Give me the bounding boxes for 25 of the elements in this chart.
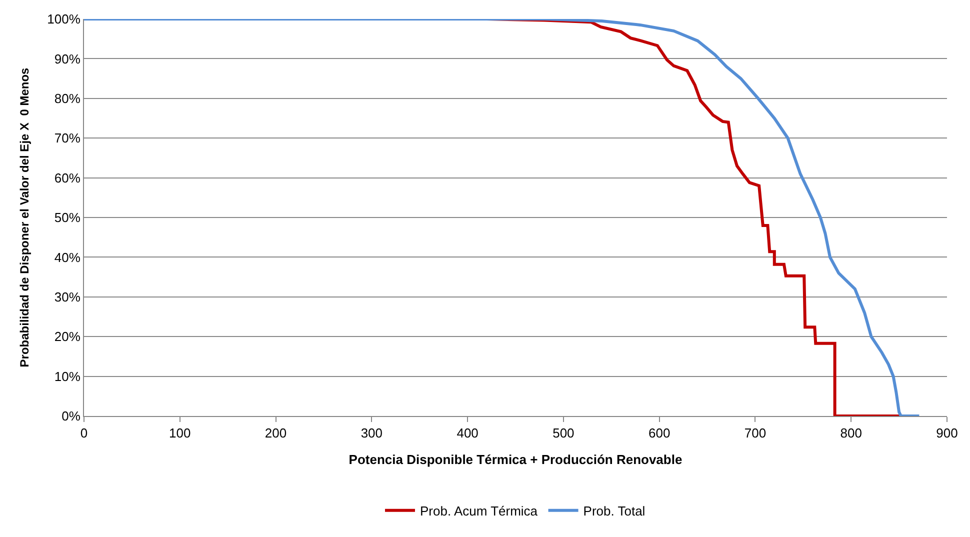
x-tick-label: 0 — [80, 426, 88, 441]
x-tick-label: 900 — [936, 426, 958, 441]
y-tick-label: 40% — [54, 250, 81, 265]
x-tick-label: 200 — [264, 426, 287, 441]
legend-label: Prob. Total — [583, 503, 646, 518]
x-axis-title: Potencia Disponible Térmica + Producción Renovable — [348, 452, 682, 468]
y-tick-label: 100% — [47, 12, 81, 27]
y-tick-label: 30% — [54, 289, 81, 304]
x-tick-label: 100 — [169, 426, 191, 441]
y-axis-title: Probabilidad de Disponer el Valor del Eje X 0 Menos — [17, 67, 32, 368]
x-tick-label: 800 — [840, 426, 862, 441]
y-tick-label: 80% — [54, 90, 81, 106]
x-tick-label: 600 — [648, 426, 670, 441]
y-tick-label: 90% — [54, 51, 81, 66]
x-tick-label: 500 — [552, 426, 574, 441]
y-tick-label: 10% — [54, 368, 81, 384]
y-tick-label: 60% — [54, 170, 81, 186]
y-tick-label: 0% — [62, 408, 81, 424]
y-tick-label: 50% — [54, 210, 81, 226]
y-tick-label: 20% — [54, 329, 81, 344]
x-tick-label: 300 — [360, 426, 383, 441]
x-tick-label: 400 — [456, 426, 478, 441]
legend-label: Prob. Acum Térmica — [420, 503, 538, 518]
x-tick-label: 700 — [744, 426, 766, 441]
y-tick-label: 70% — [54, 130, 81, 146]
